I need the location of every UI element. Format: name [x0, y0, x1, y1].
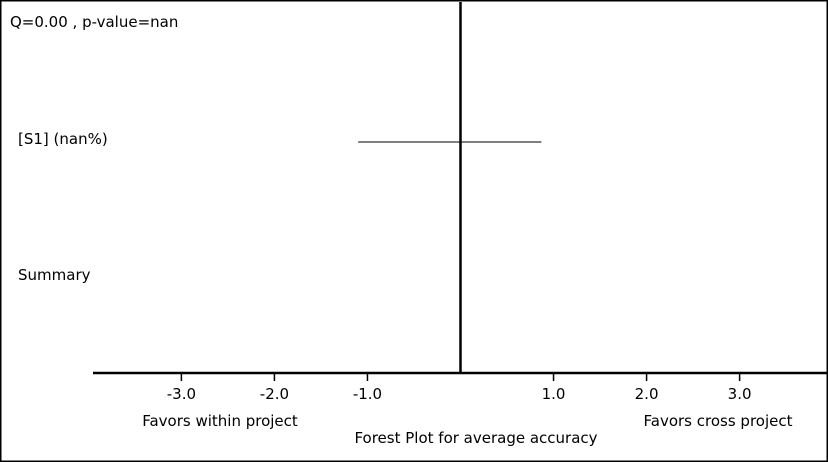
- x-tick-label: -2.0: [260, 385, 289, 403]
- x-tick-label: -3.0: [167, 385, 196, 403]
- favors-within-label: Favors within project: [142, 412, 298, 430]
- x-tick-label: 2.0: [635, 385, 659, 403]
- summary-label: Summary: [18, 266, 91, 284]
- x-tick-label: 1.0: [542, 385, 566, 403]
- favors-cross-label: Favors cross project: [644, 412, 793, 430]
- heterogeneity-stats: Q=0.00 , p-value=nan: [10, 13, 178, 31]
- chart-title: Forest Plot for average accuracy: [354, 429, 597, 447]
- study-label: [S1] (nan%): [18, 130, 108, 148]
- x-tick-label: 3.0: [728, 385, 752, 403]
- x-tick-label: -1.0: [353, 385, 382, 403]
